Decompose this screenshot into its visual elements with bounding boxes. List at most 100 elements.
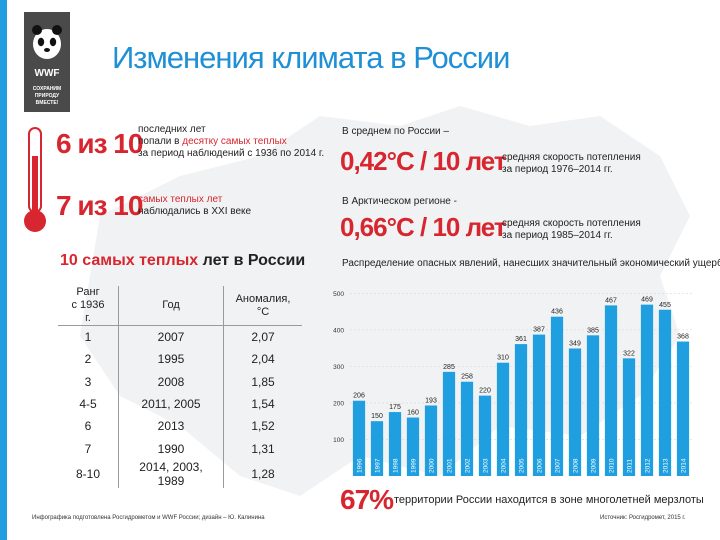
bar-value-label: 160	[407, 410, 419, 417]
left-accent-bar	[0, 0, 7, 540]
anomaly-cell: 1,54	[251, 397, 275, 412]
hazard-bar-chart: 100 200 300 400 500 206 1996 150 1997 175 1998 160 1…	[333, 291, 692, 476]
source: Источник: Росгидромет, 2015 г.	[600, 515, 686, 521]
rank-cell: 6	[58, 415, 119, 438]
desc-line: последних лет	[138, 124, 206, 135]
desc-line: попали в десятку самых теплых	[138, 136, 324, 148]
bar-value-label: 349	[569, 340, 581, 347]
x-category-label: 1996	[357, 458, 364, 473]
russia-rate-desc: средняя скорость потепления за период 19…	[502, 152, 641, 176]
bar-value-label: 193	[425, 397, 437, 404]
arctic-rate-value: 0,66°С / 10 лет	[340, 212, 507, 242]
x-category-label: 2004	[501, 458, 508, 473]
stat-7-of-10-desc: самых теплых лет наблюдались в XXI веке	[138, 194, 251, 218]
bar-value-label: 310	[497, 355, 509, 362]
y-tick-label: 100	[333, 437, 344, 444]
y-tick-label: 200	[333, 400, 344, 407]
desc-line: за период 1976–2014 гг.	[502, 164, 613, 175]
logo-motto: СОХРАНИМ ПРИРОДУ ВМЕСТЕ!	[32, 86, 62, 106]
y-tick-label: 500	[333, 291, 344, 298]
anomaly-cell: 1,85	[251, 374, 275, 389]
bar	[352, 400, 366, 476]
bar	[658, 309, 672, 476]
table-row: 3 2008 1,85	[58, 370, 302, 393]
bar	[676, 341, 690, 476]
bar	[586, 335, 600, 476]
bar-value-label: 361	[515, 336, 527, 343]
bar	[460, 381, 474, 476]
rank-cell: 1	[58, 325, 119, 349]
year-cell: 2008	[118, 370, 224, 393]
col-anomaly-header: Аномалия, °С	[235, 292, 291, 318]
permafrost-text: территории России находится в зоне много…	[394, 494, 704, 506]
x-category-label: 2011	[627, 459, 634, 473]
bar-value-label: 175	[389, 404, 401, 411]
bar	[370, 421, 384, 476]
x-category-label: 2013	[663, 458, 670, 473]
stat-6-of-10-desc: последних лет попали в десятку самых теп…	[138, 124, 324, 160]
bar-value-label: 258	[461, 374, 473, 381]
panda-icon	[32, 25, 62, 59]
bar-value-label: 467	[605, 297, 617, 304]
x-category-label: 2000	[429, 458, 436, 473]
rank-cell: 4-5	[58, 392, 119, 416]
x-category-label: 2009	[591, 458, 598, 473]
bar-value-label: 455	[659, 302, 671, 309]
rank-cell: 7	[58, 437, 119, 460]
wwf-logo: WWF СОХРАНИМ ПРИРОДУ ВМЕСТЕ!	[24, 12, 70, 112]
bar-value-label: 150	[371, 413, 383, 420]
table-row: 6 2013 1,52	[58, 415, 302, 438]
bar	[406, 417, 420, 476]
russia-rate-value: 0,42°С / 10 лет	[340, 146, 507, 176]
bar	[442, 371, 456, 476]
bar	[550, 316, 564, 476]
table-row: 8-10 2014, 2003, 1989 1,28	[58, 459, 302, 488]
table-row: 4-5 2011, 2005 1,54	[58, 392, 302, 416]
x-category-label: 2003	[483, 458, 490, 473]
desc-line: средняя скорость потепления	[502, 218, 641, 229]
bar-value-label: 368	[677, 334, 689, 341]
page-title: Изменения климата в России	[112, 40, 510, 75]
year-cell: 2013	[118, 415, 224, 438]
bar	[532, 334, 546, 476]
y-tick-label: 400	[333, 327, 344, 334]
x-category-label: 1998	[393, 458, 400, 473]
x-category-label: 2012	[645, 458, 652, 473]
bar-value-label: 469	[641, 297, 653, 304]
bar	[622, 358, 636, 476]
bar	[424, 405, 438, 476]
anomaly-cell: 1,31	[251, 441, 275, 456]
arctic-rate-label: В Арктическом регионе -	[342, 196, 457, 207]
logo-name: WWF	[34, 68, 60, 79]
header-text: Ранг с 1936 г.	[71, 286, 105, 324]
bar	[496, 362, 510, 476]
bar-value-label: 385	[587, 327, 599, 334]
year-cell: 1990	[118, 437, 224, 460]
russia-rate-label: В среднем по России –	[342, 126, 449, 137]
x-category-label: 2010	[609, 458, 616, 473]
x-category-label: 2001	[447, 458, 454, 473]
bar-value-label: 436	[551, 309, 563, 316]
x-category-label: 2005	[519, 458, 526, 473]
bar-value-label: 322	[623, 350, 635, 357]
desc-text: попали в	[138, 136, 183, 147]
year-cell: 2014, 2003, 1989	[118, 459, 224, 488]
bar	[388, 412, 402, 476]
desc-line: средняя скорость потепления	[502, 152, 641, 163]
desc-highlight: самых теплых лет	[138, 194, 223, 205]
rank-cell: 3	[58, 370, 119, 393]
x-category-label: 2002	[465, 458, 472, 473]
col-year-header: Год	[118, 286, 224, 326]
bar-value-label: 220	[479, 388, 491, 395]
anomaly-cell: 2,07	[251, 330, 275, 345]
permafrost-value: 67%	[340, 484, 394, 515]
year-cell: 2007	[118, 325, 224, 349]
bar	[640, 304, 654, 476]
anomaly-cell: 2,04	[251, 352, 275, 367]
stat-6-of-10: 6 из 10	[56, 128, 143, 159]
col-rank-header: Ранг с 1936 г.	[58, 286, 119, 326]
arctic-rate-desc: средняя скорость потепления за период 19…	[502, 218, 641, 242]
thermometer-icon	[24, 127, 46, 232]
x-category-label: 2006	[537, 458, 544, 473]
